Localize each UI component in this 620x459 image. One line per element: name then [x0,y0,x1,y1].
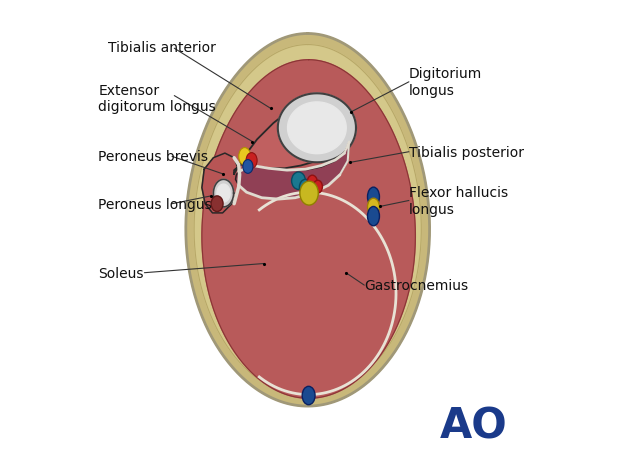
Text: AO: AO [440,405,507,447]
Ellipse shape [239,148,250,166]
Polygon shape [194,45,422,397]
Polygon shape [213,180,234,207]
Text: Tibialis posterior: Tibialis posterior [409,146,524,159]
Text: Peroneus brevis: Peroneus brevis [99,150,208,164]
Ellipse shape [313,181,322,194]
Ellipse shape [291,173,306,190]
Polygon shape [278,94,356,163]
Polygon shape [202,61,415,398]
Ellipse shape [211,196,223,212]
Text: Tibialis anterior: Tibialis anterior [108,41,216,55]
Ellipse shape [243,160,253,174]
Text: Soleus: Soleus [99,266,144,280]
Text: Digitorium
longus: Digitorium longus [409,67,482,98]
Ellipse shape [368,188,379,207]
Ellipse shape [368,199,379,216]
Ellipse shape [302,386,315,405]
Polygon shape [236,143,349,200]
Polygon shape [186,34,430,406]
Polygon shape [217,185,230,202]
Text: Peroneus longus: Peroneus longus [99,197,212,211]
Polygon shape [288,103,346,154]
Ellipse shape [299,180,311,196]
Ellipse shape [308,176,317,190]
Text: Flexor hallucis
longus: Flexor hallucis longus [409,186,508,216]
Ellipse shape [246,153,257,169]
Ellipse shape [368,207,379,226]
Ellipse shape [300,182,318,206]
Text: Gastrocnemius: Gastrocnemius [365,279,468,292]
Text: Extensor
digitorum longus: Extensor digitorum longus [99,84,216,114]
Polygon shape [234,99,349,174]
Polygon shape [202,154,239,213]
